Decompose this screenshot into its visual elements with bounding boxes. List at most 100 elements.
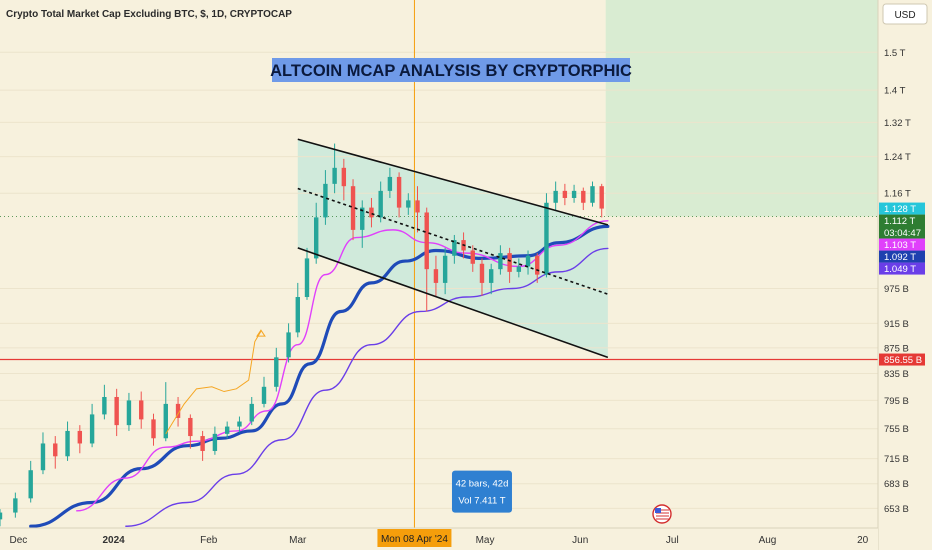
price-tick-label: 683 B <box>884 479 909 490</box>
candle-body <box>571 190 577 198</box>
price-badge <box>879 238 925 251</box>
price-badge-label: 1.092 T <box>884 252 916 263</box>
candle-body <box>323 183 328 218</box>
time-tick-label: Dec <box>10 535 28 546</box>
candle-body <box>544 202 549 275</box>
candle-body <box>188 417 193 437</box>
candle-body <box>65 430 70 457</box>
candle-body <box>581 190 586 203</box>
candle-body <box>590 186 595 203</box>
price-tick-label: 715 B <box>884 454 909 465</box>
price-tick-label: 915 B <box>884 319 909 330</box>
candle-body <box>442 255 448 283</box>
candle-body <box>237 421 242 427</box>
candle-body <box>175 403 181 418</box>
price-badge <box>879 214 925 239</box>
price-badge <box>879 353 925 366</box>
time-tick-label: May <box>476 535 495 546</box>
candle-body <box>126 400 132 426</box>
time-tick-label: Jul <box>666 535 679 546</box>
candle-body <box>139 400 144 420</box>
time-tick-label: Aug <box>759 535 777 546</box>
candle-body <box>53 443 58 457</box>
price-badge <box>879 202 925 215</box>
banner-title: ALTCOIN MCAP ANALYSIS BY CRYPTORPHIC <box>270 62 632 80</box>
candle-body <box>28 470 33 499</box>
price-tick-label: 875 B <box>884 343 909 354</box>
candle-body <box>433 269 439 283</box>
candle-body <box>396 176 402 208</box>
banner-background <box>272 58 630 82</box>
price-badge-label: 1.103 T <box>884 240 916 251</box>
time-tick-label: Mar <box>289 535 307 546</box>
candle-body <box>452 240 457 256</box>
price-tick-label: 1.32 T <box>884 118 911 129</box>
price-tick-label: 1.16 T <box>884 189 911 200</box>
us-flag-icon[interactable] <box>652 504 672 524</box>
candle-body <box>286 332 291 358</box>
channel-lines <box>297 138 609 359</box>
candle-body <box>387 176 393 191</box>
price-axis-labels: 653 B 683 B 715 B 755 B 795 B 835 B 875 B 915 B… <box>884 48 911 515</box>
candle-body <box>200 436 205 451</box>
candle-body <box>89 414 95 444</box>
candle-body <box>249 403 254 422</box>
trend-arrow <box>165 330 262 435</box>
time-axis-labels: Dec 2024 Feb Mar May Jun Jul Aug 20 <box>10 535 869 546</box>
candle-body <box>378 190 383 218</box>
candle-body <box>553 190 558 203</box>
price-tick-label: 755 B <box>884 424 909 435</box>
candle-body <box>304 258 310 298</box>
projection-zone <box>605 0 878 217</box>
price-badge-label: 1.128 T <box>884 204 916 215</box>
measure-tooltip: 42 bars, 42d Vol 7.411 T <box>451 470 512 513</box>
candle-body <box>102 396 107 415</box>
crosshair-date-label: Mon 08 Apr '24 <box>381 534 448 545</box>
price-tick-label: 653 B <box>884 504 909 515</box>
price-tick-label: 1.5 T <box>884 48 906 59</box>
candle-body <box>488 269 494 283</box>
candle-body <box>516 266 522 272</box>
candle-body <box>498 253 503 270</box>
price-badges: 1.128 T1.112 T03:04:471.103 T1.092 T1.04… <box>879 202 925 366</box>
crosshair-tag-background <box>377 529 452 547</box>
candle-body <box>314 217 319 259</box>
candle-body <box>151 419 156 439</box>
candle-body <box>406 200 411 208</box>
price-tick-label: 1.4 T <box>884 86 906 97</box>
candle-body <box>332 167 337 184</box>
price-tick-label: 795 B <box>884 396 909 407</box>
measure-bars-label: 42 bars, 42d <box>456 479 509 490</box>
symbol-title: Crypto Total Market Cap Excluding BTC, $… <box>6 9 292 20</box>
candle-body <box>507 253 512 272</box>
candle-body <box>163 403 168 439</box>
currency-button[interactable] <box>882 3 928 25</box>
measure-box <box>451 470 512 513</box>
price-tick-label: 1.24 T <box>884 152 911 163</box>
candle-body <box>415 200 420 213</box>
candles <box>0 143 604 527</box>
candle-body <box>360 207 365 230</box>
channel-upper-line <box>297 138 609 226</box>
time-tick-label: 20 <box>857 535 869 546</box>
price-badge-label: 1.049 T <box>884 264 916 275</box>
candle-body <box>470 250 475 264</box>
candle-body <box>369 207 374 218</box>
price-badge-label: 1.112 T <box>884 216 916 227</box>
candle-body <box>525 255 531 267</box>
candle-body <box>424 212 429 270</box>
flag-icon-canton <box>655 508 661 513</box>
crosshair-date-tag: Mon 08 Apr '24 <box>377 529 452 547</box>
candle-body <box>0 512 3 520</box>
currency-label: USD <box>894 10 915 21</box>
price-axis <box>878 0 932 550</box>
flag-icon-circle <box>652 504 672 524</box>
price-tick-label: 975 B <box>884 284 909 295</box>
candle-body <box>224 426 230 434</box>
channel-middle-line <box>297 187 609 295</box>
grid <box>0 51 878 509</box>
candle-body <box>114 396 119 426</box>
channel-lower-line <box>297 247 609 359</box>
candle-body <box>212 433 218 451</box>
